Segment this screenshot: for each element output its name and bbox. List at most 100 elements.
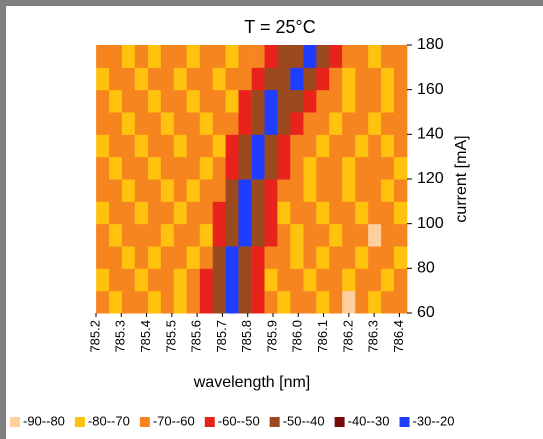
heat-cell (238, 112, 252, 135)
heat-cell (121, 201, 136, 225)
heat-cell (381, 223, 395, 247)
heat-cell (225, 223, 239, 247)
heat-cell (316, 246, 330, 269)
heat-cell (342, 156, 356, 180)
heat-cell (303, 268, 317, 292)
heat-cell (264, 201, 278, 225)
heat-cell (147, 45, 162, 68)
heat-cell (290, 89, 304, 113)
heat-cell (109, 246, 123, 269)
legend-swatch (74, 417, 85, 427)
heat-cell (393, 179, 408, 202)
frame-left (0, 0, 6, 439)
heat-cell (109, 268, 123, 292)
heat-cell (368, 246, 382, 269)
heat-cell (393, 45, 408, 68)
heat-cell (264, 156, 278, 180)
heat-cell (96, 89, 110, 113)
heat-cell (147, 67, 162, 91)
heat-cell (134, 290, 149, 314)
heat-cell (303, 45, 317, 68)
heat-cell (303, 179, 317, 202)
heat-cell (186, 201, 201, 225)
heat-cell (199, 201, 214, 225)
heat-cell (199, 67, 214, 91)
heat-cell (368, 201, 382, 225)
heat-cell (381, 179, 395, 202)
heat-cell (381, 156, 395, 180)
heat-cell (238, 67, 252, 91)
heat-cell (342, 179, 356, 202)
heat-cell (225, 246, 239, 269)
heat-cell (381, 67, 395, 91)
heat-cell (225, 268, 239, 292)
heat-cell (134, 179, 149, 202)
heat-cell (290, 268, 304, 292)
heat-cell (342, 67, 356, 91)
heat-cell (96, 201, 110, 225)
heat-cell (290, 201, 304, 225)
heat-cell (277, 67, 291, 91)
legend-label: -80--70 (88, 413, 130, 428)
heat-cell (238, 290, 252, 314)
y-tick-label: 180 (417, 36, 444, 53)
heat-cell (199, 268, 214, 292)
heat-cell (316, 156, 330, 180)
heat-cell (290, 67, 304, 91)
heat-cell (251, 223, 266, 247)
heat-cell (355, 246, 369, 269)
heat-cell (368, 290, 382, 314)
heat-cell (277, 89, 291, 113)
heat-cell (121, 246, 136, 269)
heat-cell (173, 290, 188, 314)
heat-cell (329, 223, 343, 247)
heat-cell (355, 179, 369, 202)
heat-cell (368, 112, 382, 135)
heat-cell (303, 156, 317, 180)
heat-cell (355, 89, 369, 113)
heat-cell (147, 223, 162, 247)
heat-cell (381, 268, 395, 292)
heat-cell (238, 156, 252, 180)
heat-cell (251, 201, 266, 225)
heat-cell (393, 112, 408, 135)
heat-cell (264, 45, 278, 68)
x-tick-label: 786.4 (391, 320, 406, 353)
heat-cell (212, 89, 227, 113)
heat-cell (225, 67, 239, 91)
heat-cell (329, 156, 343, 180)
heat-cell (238, 201, 252, 225)
heat-cell (393, 67, 408, 91)
heat-cell (303, 67, 317, 91)
heat-cell (251, 290, 266, 314)
heat-cell (316, 45, 330, 68)
heat-cell (147, 201, 162, 225)
heat-cell (160, 201, 175, 225)
y-tick-label: 60 (417, 304, 435, 321)
legend-label: -30--20 (413, 413, 455, 428)
heat-cell (393, 156, 408, 180)
heat-cell (303, 201, 317, 225)
heat-cell (342, 223, 356, 247)
y-tick-label: 100 (417, 215, 444, 232)
y-axis-label: current [mA] (453, 135, 470, 222)
heat-cell (290, 112, 304, 135)
heat-cell (225, 89, 239, 113)
legend-swatch (269, 417, 280, 427)
heat-cell (121, 45, 136, 68)
x-tick-label: 785.4 (138, 320, 153, 353)
legend-label: -60--50 (218, 413, 260, 428)
heat-cell (212, 156, 227, 180)
heat-cell (264, 223, 278, 247)
heat-cell (303, 246, 317, 269)
heat-cell (381, 290, 395, 314)
heat-cell (109, 201, 123, 225)
heat-cell (147, 134, 162, 158)
heat-cell (381, 89, 395, 113)
heat-cell (316, 179, 330, 202)
heat-cell (329, 179, 343, 202)
heat-cell (264, 290, 278, 314)
legend-label: -40--30 (348, 413, 390, 428)
x-tick-label: 786.1 (315, 320, 330, 353)
